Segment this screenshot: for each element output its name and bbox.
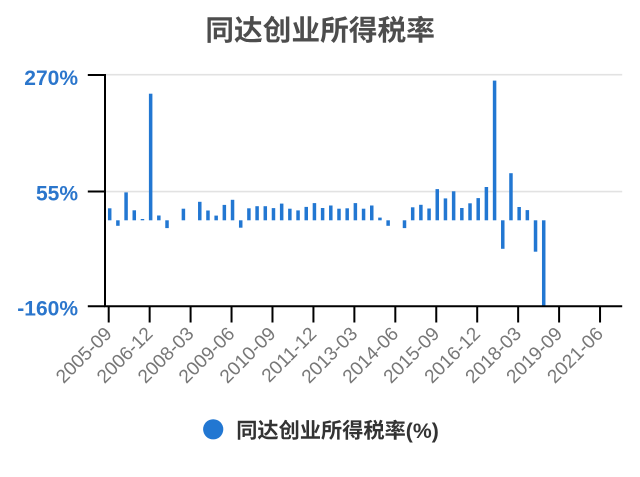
svg-text:(%): (%) (406, 420, 439, 443)
svg-text:270%: 270% (24, 67, 78, 90)
svg-text:-160%: -160% (17, 298, 78, 321)
svg-text:55%: 55% (36, 182, 78, 205)
